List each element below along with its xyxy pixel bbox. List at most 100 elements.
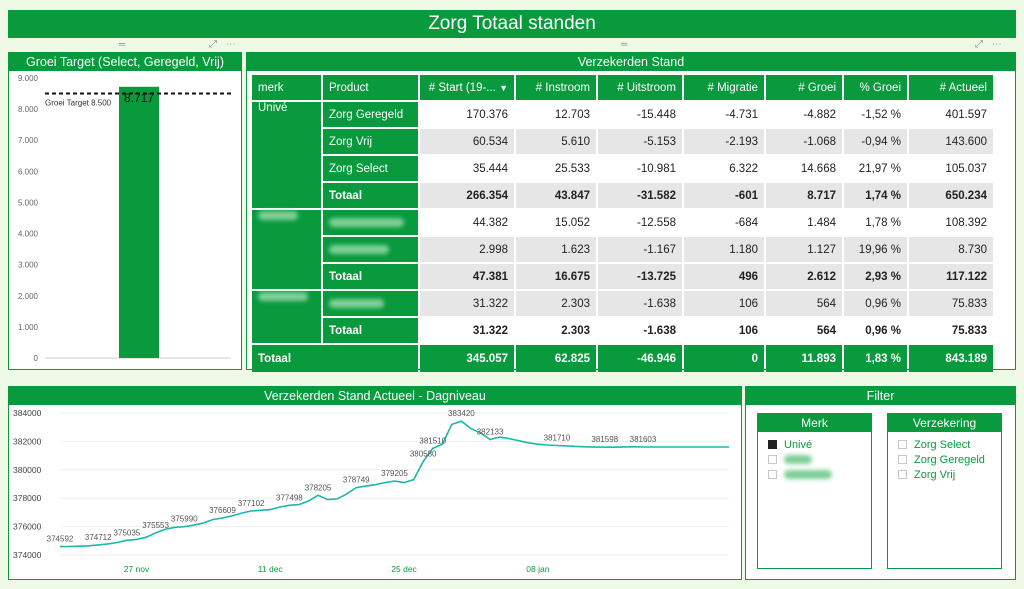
value-cell: 21,97 % [858, 162, 901, 175]
value-cell: 5.610 [516, 129, 596, 154]
value-cell: 1.180 [684, 237, 764, 262]
x-tick-label: 08 jan [526, 564, 549, 574]
slicer-item-obscured[interactable] [758, 452, 871, 467]
subtotal-cell: 266.354 [420, 183, 514, 208]
y-tick-label: 8.000 [18, 105, 39, 114]
merk-cell[interactable]: Univé [252, 102, 321, 208]
groei-target-title: Groei Target (Select, Geregeld, Vrij) [9, 53, 241, 71]
focus-mode-icon[interactable]: ⤢ ⋯ [209, 39, 239, 50]
x-tick-label: 25 dec [391, 564, 417, 574]
value-cell: 106 [684, 291, 764, 316]
focus-mode-icon[interactable]: ⤢ ⋯ [975, 39, 1005, 50]
value-cell: 60.534 [420, 129, 514, 154]
table-row[interactable]: Zorg Vrij 60.534 5.610 -5.153 -2.193 -1.… [252, 129, 993, 154]
product-cell-obscured[interactable] [323, 210, 418, 235]
subtotal-cell: 650.234 [909, 183, 993, 208]
drag-handle-icon[interactable]: ═ [621, 39, 628, 49]
checkbox-icon[interactable] [898, 470, 907, 479]
grand-total-row[interactable]: Totaal 345.057 62.825 -46.946 0 11.893 1… [252, 345, 993, 372]
point-data-label: 374592 [47, 535, 74, 544]
slicer-item-zorg-select[interactable]: Zorg Select [888, 437, 1001, 452]
col-uitstroom-header[interactable]: # Uitstroom [598, 75, 682, 100]
header-row: merk Product # Start (19-... ▼ # Instroo… [252, 75, 993, 100]
slicer-item-label: Zorg Geregeld [914, 453, 985, 466]
subtotal-label: Totaal [323, 264, 418, 289]
bar [119, 86, 159, 358]
y-tick-label: 2.000 [18, 292, 39, 301]
col-instroom-header[interactable]: # Instroom [516, 75, 596, 100]
value-cell: -1.068 [766, 129, 842, 154]
sort-desc-icon: ▼ [499, 82, 508, 93]
y-tick-label: 3.000 [18, 261, 39, 270]
grand-total-cell: 11.893 [766, 345, 842, 372]
value-cell: -4.731 [725, 108, 758, 121]
subtotal-cell: 16.675 [516, 264, 596, 289]
value-cell: 44.382 [472, 216, 508, 229]
redacted-label [329, 244, 389, 254]
point-data-label: 380580 [410, 450, 437, 459]
table-row[interactable]: 44.382 15.052 -12.558 -684 1.484 1,78 % … [252, 210, 993, 289]
subtotal-row[interactable]: Totaal 266.354 43.847 -31.582 -601 8.717… [252, 183, 993, 208]
value-cell: 15.052 [554, 216, 590, 229]
col-pct-groei-header[interactable]: % Groei [844, 75, 907, 100]
col-migratie-header[interactable]: # Migratie [684, 75, 764, 100]
table-row[interactable]: Univé Zorg Geregeld 170.376 12.703 -15.4… [252, 102, 993, 208]
dagniveau-chart: 374000 376000 378000 380000 382000 384000 3745… [13, 408, 729, 574]
merk-cell-obscured[interactable] [252, 291, 321, 343]
grand-total-cell: 843.189 [909, 345, 993, 372]
value-cell: 1,78 % [865, 216, 901, 229]
product-cell[interactable]: Zorg Geregeld [323, 102, 418, 127]
merk-slicer-title: Merk [758, 414, 871, 432]
checkbox-icon[interactable] [898, 440, 907, 449]
y-tick-label: 1.000 [18, 323, 39, 332]
subtotal-cell: 2.612 [766, 264, 842, 289]
verzekerden-stand-panel: ═ ⤢ ⋯ Verzekerden Stand merk Product # S… [246, 39, 1016, 372]
redacted-label [784, 455, 812, 464]
merk-cell-obscured[interactable] [252, 210, 321, 289]
checkbox-icon[interactable] [768, 455, 777, 464]
col-merk-header[interactable]: merk [252, 75, 321, 100]
value-cell: 6.322 [729, 162, 758, 175]
redacted-label [784, 470, 832, 479]
value-cell: 1.623 [516, 237, 596, 262]
checkbox-checked-icon[interactable] [768, 440, 777, 449]
table-row[interactable]: 31.322 2.303 -1.638 106 564 0,96 % 75.83… [252, 291, 993, 343]
value-cell: -12.558 [636, 216, 676, 229]
y-tick-label: 374000 [13, 550, 42, 560]
grand-total-cell: 345.057 [420, 345, 514, 372]
dagniveau-panel: Verzekerden Stand Actueel - Dagniveau 37… [8, 386, 742, 580]
col-groei-header[interactable]: # Groei [766, 75, 842, 100]
slicer-item-zorg-geregeld[interactable]: Zorg Geregeld [888, 452, 1001, 467]
dagniveau-title: Verzekerden Stand Actueel - Dagniveau [9, 387, 741, 405]
y-tick-label: 378000 [13, 493, 42, 503]
product-cell[interactable]: Zorg Vrij [323, 129, 418, 154]
table-row[interactable]: Zorg Select 35.444 25.533 -10.981 6.322 … [252, 156, 993, 181]
checkbox-icon[interactable] [898, 455, 907, 464]
checkbox-icon[interactable] [768, 470, 777, 479]
product-cell-obscured[interactable] [323, 237, 418, 262]
value-cell: 1.127 [766, 237, 842, 262]
col-start-header[interactable]: # Start (19-... ▼ [420, 75, 514, 100]
slicer-item-label: Univé [784, 438, 813, 451]
slicer-item-obscured[interactable] [758, 467, 871, 482]
subtotal-cell: 31.322 [420, 318, 514, 343]
x-tick-label: 11 dec [258, 564, 284, 574]
point-data-label: 379205 [381, 469, 408, 478]
col-product-header[interactable]: Product [323, 75, 418, 100]
product-cell[interactable]: Zorg Select [323, 156, 418, 181]
subtotal-row[interactable]: Totaal 47.381 16.675 -13.725 496 2.612 2… [252, 264, 993, 289]
product-cell-obscured[interactable] [323, 291, 418, 316]
slicer-item-unive[interactable]: Univé [758, 437, 871, 452]
value-cell: 31.322 [420, 291, 514, 316]
redacted-label [329, 298, 384, 308]
slicer-item-zorg-vrij[interactable]: Zorg Vrij [888, 467, 1001, 482]
verzekerden-matrix: merk Product # Start (19-... ▼ # Instroo… [250, 73, 995, 374]
y-tick-label: 9.000 [18, 74, 39, 83]
subtotal-row[interactable]: Totaal 31.322 2.303 -1.638 106 564 0,96 … [252, 318, 993, 343]
value-cell: -1.167 [598, 237, 682, 262]
drag-handle-icon[interactable]: ═ [119, 39, 126, 49]
value-cell: 35.444 [472, 162, 508, 175]
table-row[interactable]: 2.998 1.623 -1.167 1.180 1.127 19,96 % 8… [252, 237, 993, 262]
filter-title: Filter [746, 387, 1015, 405]
col-actueel-header[interactable]: # Actueel [909, 75, 993, 100]
